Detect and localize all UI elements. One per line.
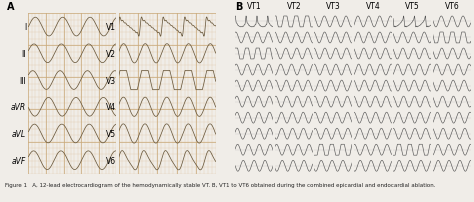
Text: VT3: VT3 xyxy=(326,2,341,11)
Text: VT5: VT5 xyxy=(405,2,420,11)
Text: Figure 1   A, 12-lead electrocardiogram of the hemodynamically stable VT. B, VT1: Figure 1 A, 12-lead electrocardiogram of… xyxy=(5,182,435,187)
Text: V4: V4 xyxy=(106,103,116,112)
Text: VT6: VT6 xyxy=(445,2,459,11)
Text: III: III xyxy=(19,76,26,85)
Text: II: II xyxy=(22,49,26,59)
Text: V3: V3 xyxy=(106,76,116,85)
Text: V5: V5 xyxy=(106,129,116,138)
Text: VT4: VT4 xyxy=(365,2,380,11)
Text: I: I xyxy=(24,23,26,32)
Text: VT1: VT1 xyxy=(247,2,262,11)
Text: V1: V1 xyxy=(106,23,116,32)
Text: V2: V2 xyxy=(106,49,116,59)
Text: VT2: VT2 xyxy=(287,2,301,11)
Text: aVR: aVR xyxy=(11,103,26,112)
Text: V6: V6 xyxy=(106,156,116,165)
Text: aVL: aVL xyxy=(12,129,26,138)
Text: A: A xyxy=(7,2,15,12)
Text: B: B xyxy=(235,2,242,12)
Text: aVF: aVF xyxy=(12,156,26,165)
